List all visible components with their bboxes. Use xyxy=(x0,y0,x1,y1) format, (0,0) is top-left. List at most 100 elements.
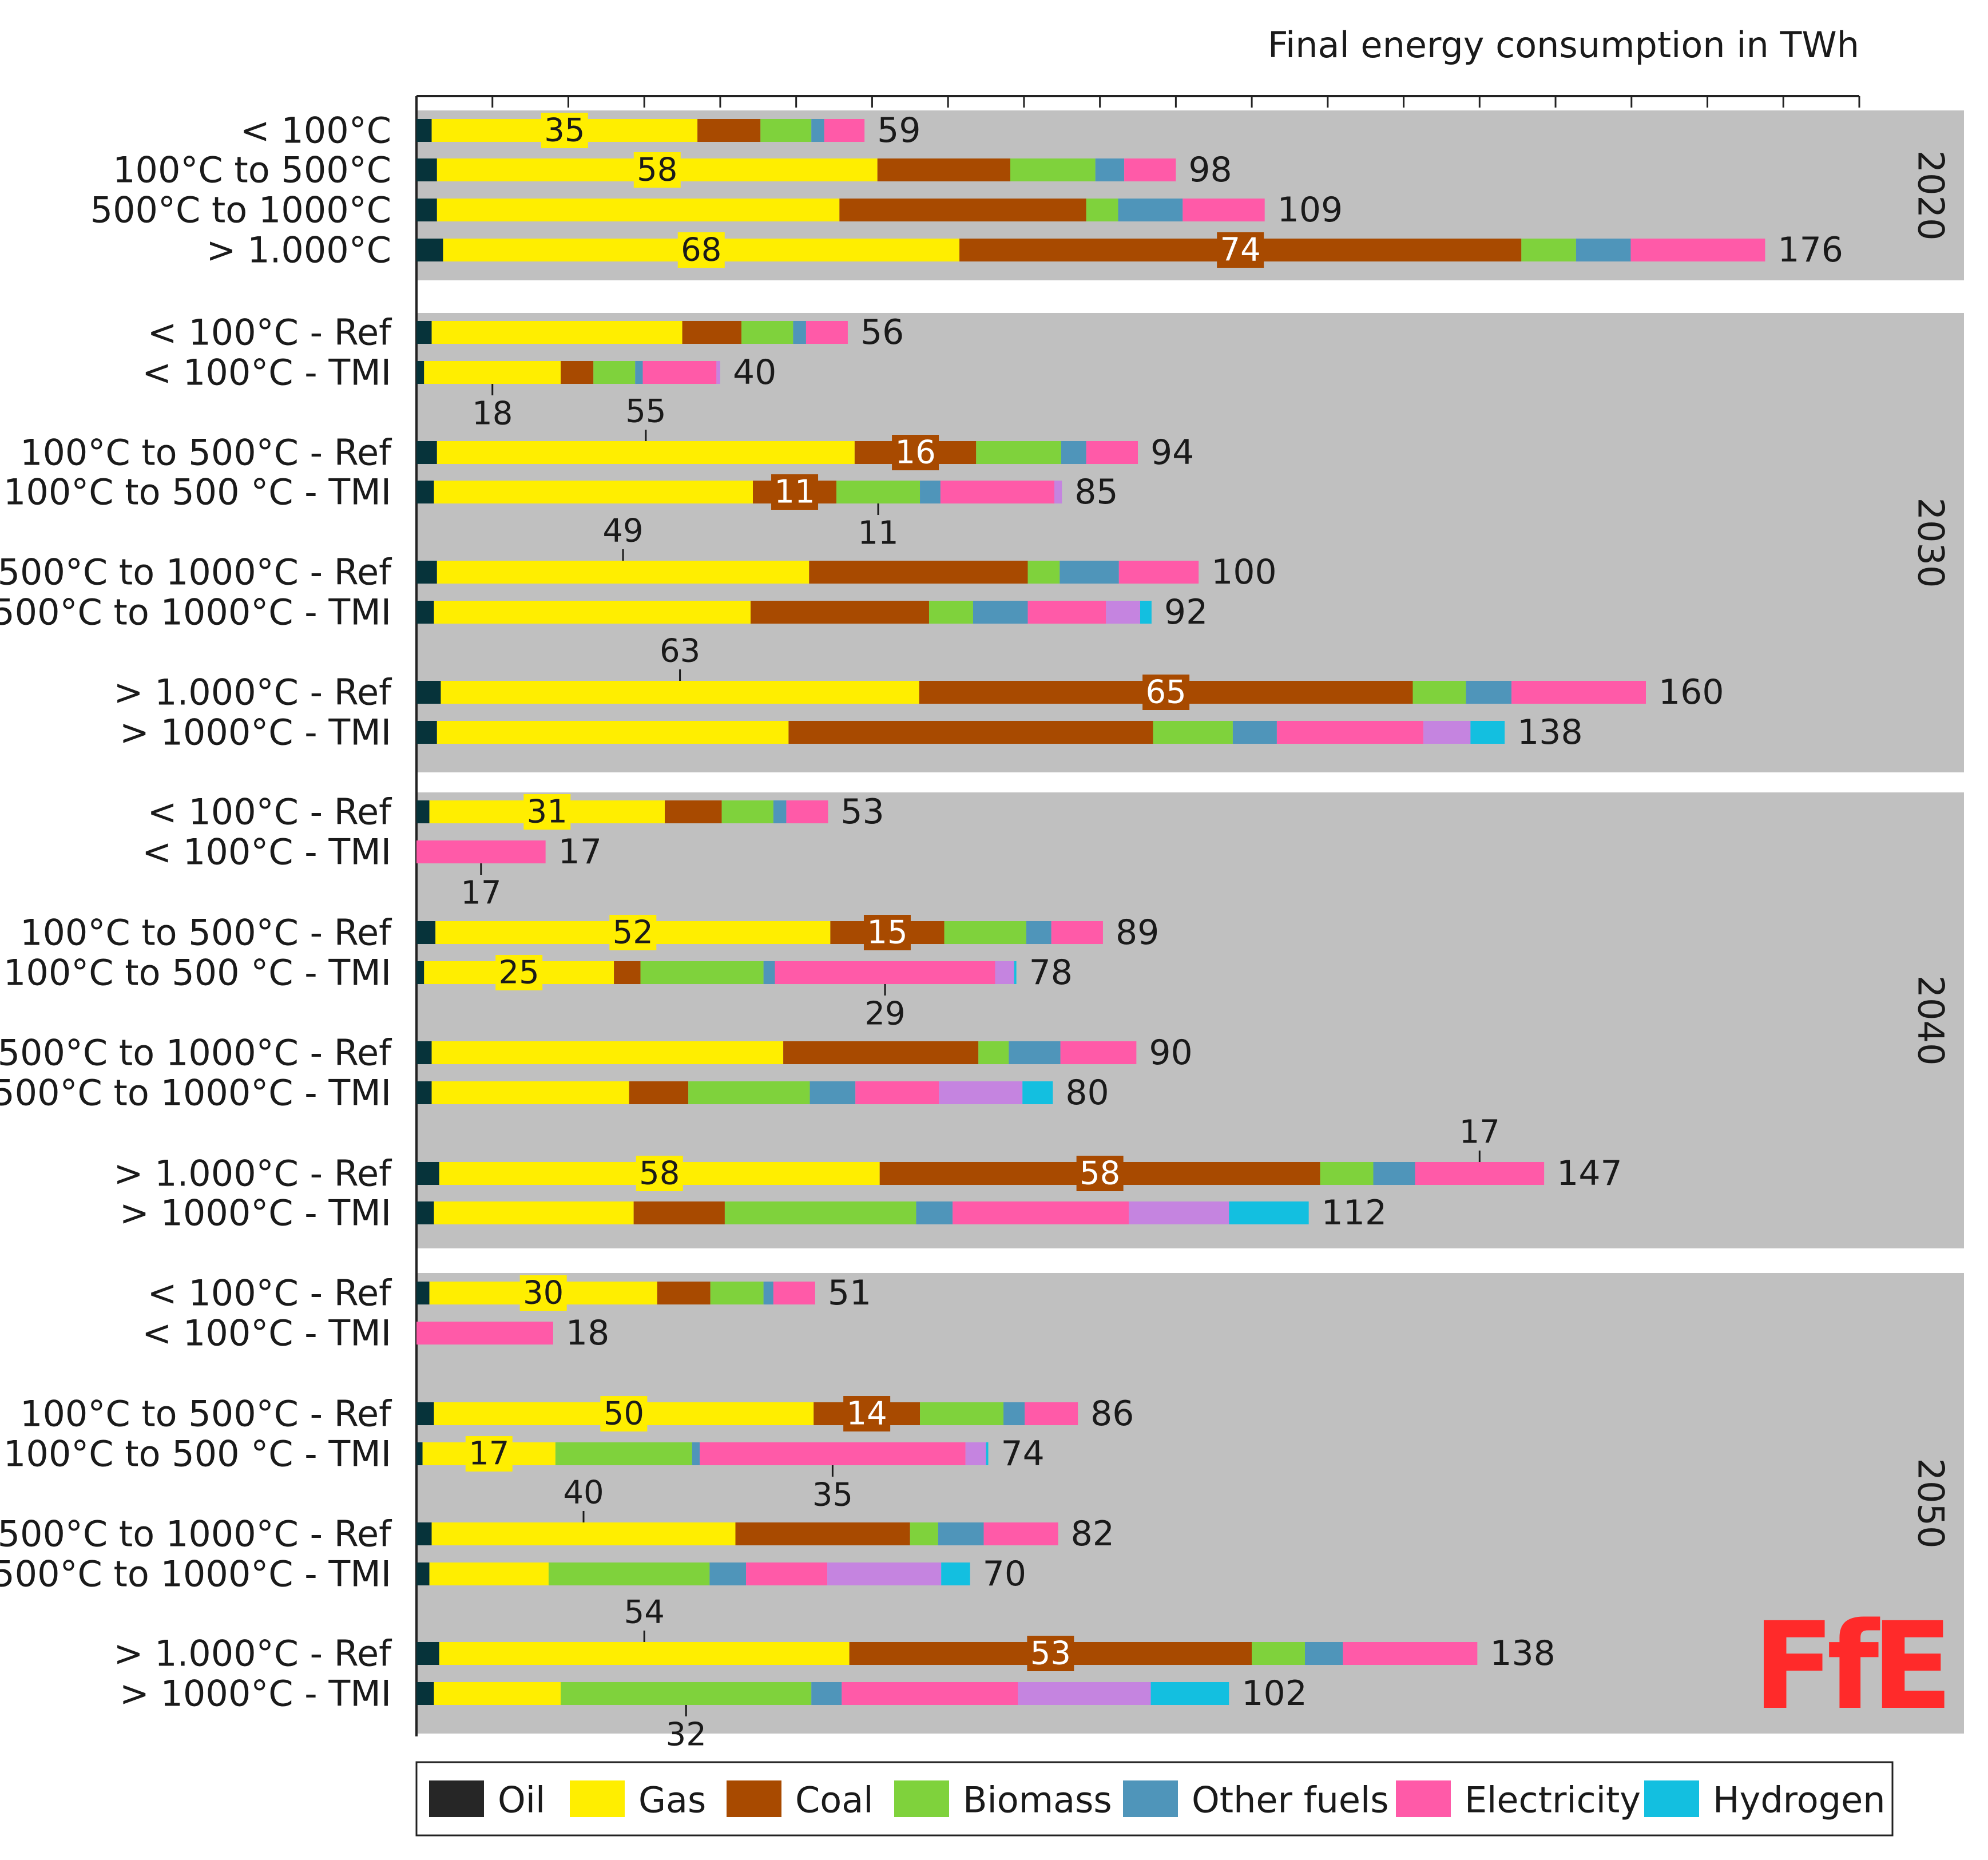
bar-segment xyxy=(983,1522,1058,1545)
data-label: 65 xyxy=(1145,674,1186,711)
ffe-logo-text: FfE xyxy=(1753,1596,1945,1736)
bar-segment xyxy=(416,199,437,221)
total-label: 86 xyxy=(1090,1394,1134,1434)
bar-segment xyxy=(416,361,424,384)
bar-segment xyxy=(429,1562,549,1585)
data-label: 58 xyxy=(639,1155,680,1192)
bar-segment xyxy=(439,1642,850,1665)
bar-segment xyxy=(431,321,682,344)
bar-segment xyxy=(855,1081,939,1104)
total-label: 109 xyxy=(1277,190,1343,230)
data-label-box xyxy=(609,915,657,950)
bar-segment xyxy=(953,1201,1129,1224)
data-label-box xyxy=(495,955,543,990)
bar-segment xyxy=(416,1562,430,1585)
category-label: < 100°C - TMI xyxy=(142,1312,391,1354)
bar-segment xyxy=(773,1282,815,1304)
bar-segment xyxy=(416,601,434,624)
bar-segment xyxy=(928,601,973,624)
bar-segment xyxy=(788,721,1153,744)
bar-segment xyxy=(811,1682,842,1705)
total-label: 102 xyxy=(1241,1673,1307,1714)
bar-segment xyxy=(1095,158,1125,181)
data-label: 18 xyxy=(472,395,513,433)
bar-segment xyxy=(1252,1642,1306,1665)
bar-segment xyxy=(1466,681,1512,704)
legend-label: Coal xyxy=(795,1779,873,1821)
bar-segment xyxy=(920,1402,1004,1425)
bar-segment xyxy=(910,1522,938,1545)
bar-segment xyxy=(916,1201,953,1224)
bar-segment xyxy=(416,1642,439,1665)
data-label: 11 xyxy=(774,474,815,511)
data-label: 25 xyxy=(499,954,539,992)
bar-segment xyxy=(593,361,636,384)
bar-segment xyxy=(416,921,436,944)
bar-segment xyxy=(431,1522,736,1545)
total-label: 138 xyxy=(1517,712,1583,752)
category-label: 100°C to 500°C - Ref xyxy=(20,1393,392,1435)
total-label: 112 xyxy=(1322,1193,1387,1233)
data-label: 68 xyxy=(681,232,721,269)
bar-segment xyxy=(640,961,764,984)
bar-segment xyxy=(614,961,641,984)
category-label: < 100°C xyxy=(240,110,391,152)
total-label: 40 xyxy=(733,352,776,392)
data-label: 40 xyxy=(563,1474,604,1512)
data-label-box xyxy=(541,113,588,148)
data-label-box xyxy=(1027,1636,1074,1671)
bar-segment xyxy=(1630,239,1765,261)
data-label-box xyxy=(771,474,819,510)
bar-segment xyxy=(416,800,430,823)
bar-segment xyxy=(1415,1162,1545,1185)
bar-segment xyxy=(773,800,787,823)
total-label: 160 xyxy=(1658,672,1724,712)
bar-segment xyxy=(763,961,775,984)
bar-segment xyxy=(416,321,432,344)
bar-segment xyxy=(434,601,751,624)
bar-segment xyxy=(1153,721,1233,744)
data-label: 55 xyxy=(625,393,666,430)
bar-segment xyxy=(700,1442,966,1465)
bar-segment xyxy=(940,481,1054,503)
data-label: 29 xyxy=(864,996,905,1033)
category-label: 500°C to 1000°C - TMI xyxy=(0,1553,391,1595)
data-label: 15 xyxy=(867,914,907,951)
bar-segment xyxy=(877,158,1011,181)
bar-segment xyxy=(976,441,1061,464)
bar-segment xyxy=(1026,921,1051,944)
bar-segment xyxy=(434,1682,561,1705)
bar-segment xyxy=(416,1522,432,1545)
bar-segment xyxy=(1183,199,1265,221)
total-label: 18 xyxy=(566,1313,609,1353)
bar-segment xyxy=(1010,158,1096,181)
category-label: > 1000°C - TMI xyxy=(120,712,391,753)
data-label-box xyxy=(600,1396,648,1431)
data-label: 30 xyxy=(523,1275,564,1312)
bar-segment xyxy=(1521,239,1576,261)
bar-segment xyxy=(1343,1642,1478,1665)
bar-segment xyxy=(657,1282,711,1304)
bar-segment xyxy=(692,1442,700,1465)
data-labels: 59 35 98 58 109 176 68 74 56 40 18 94 55 16 85 11 11 100 4… xyxy=(461,110,1843,1754)
bar-segment xyxy=(710,1282,764,1304)
bar-segment xyxy=(1232,721,1277,744)
bar-segment xyxy=(1470,721,1505,744)
data-label-box xyxy=(523,794,571,830)
data-label: 31 xyxy=(527,794,568,831)
data-label: 11 xyxy=(858,515,898,552)
data-label: 49 xyxy=(602,513,643,550)
legend-label: Gas xyxy=(638,1779,706,1821)
legend-label: Oil xyxy=(498,1779,545,1821)
category-label: 500°C to 1000°C - TMI xyxy=(0,592,391,633)
bar-segment xyxy=(763,1282,773,1304)
data-label-box xyxy=(1076,1156,1124,1191)
bar-segment xyxy=(437,721,789,744)
bar-segment xyxy=(995,961,1014,984)
legend-swatch xyxy=(429,1780,484,1817)
bar-segment xyxy=(416,1322,553,1345)
bar-segment xyxy=(941,1562,970,1585)
bar-segment xyxy=(724,1201,916,1224)
